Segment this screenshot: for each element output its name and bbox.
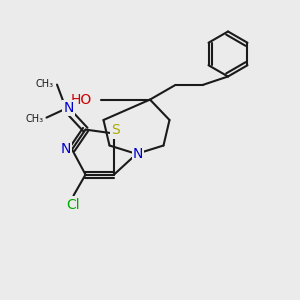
Text: CH₃: CH₃ [26, 113, 44, 124]
Text: Cl: Cl [67, 198, 80, 212]
Text: S: S [111, 124, 120, 137]
Text: CH₃: CH₃ [36, 79, 54, 89]
Text: N: N [60, 142, 70, 156]
Text: N: N [63, 101, 74, 115]
Text: HO: HO [70, 93, 92, 106]
Text: N: N [133, 147, 143, 161]
